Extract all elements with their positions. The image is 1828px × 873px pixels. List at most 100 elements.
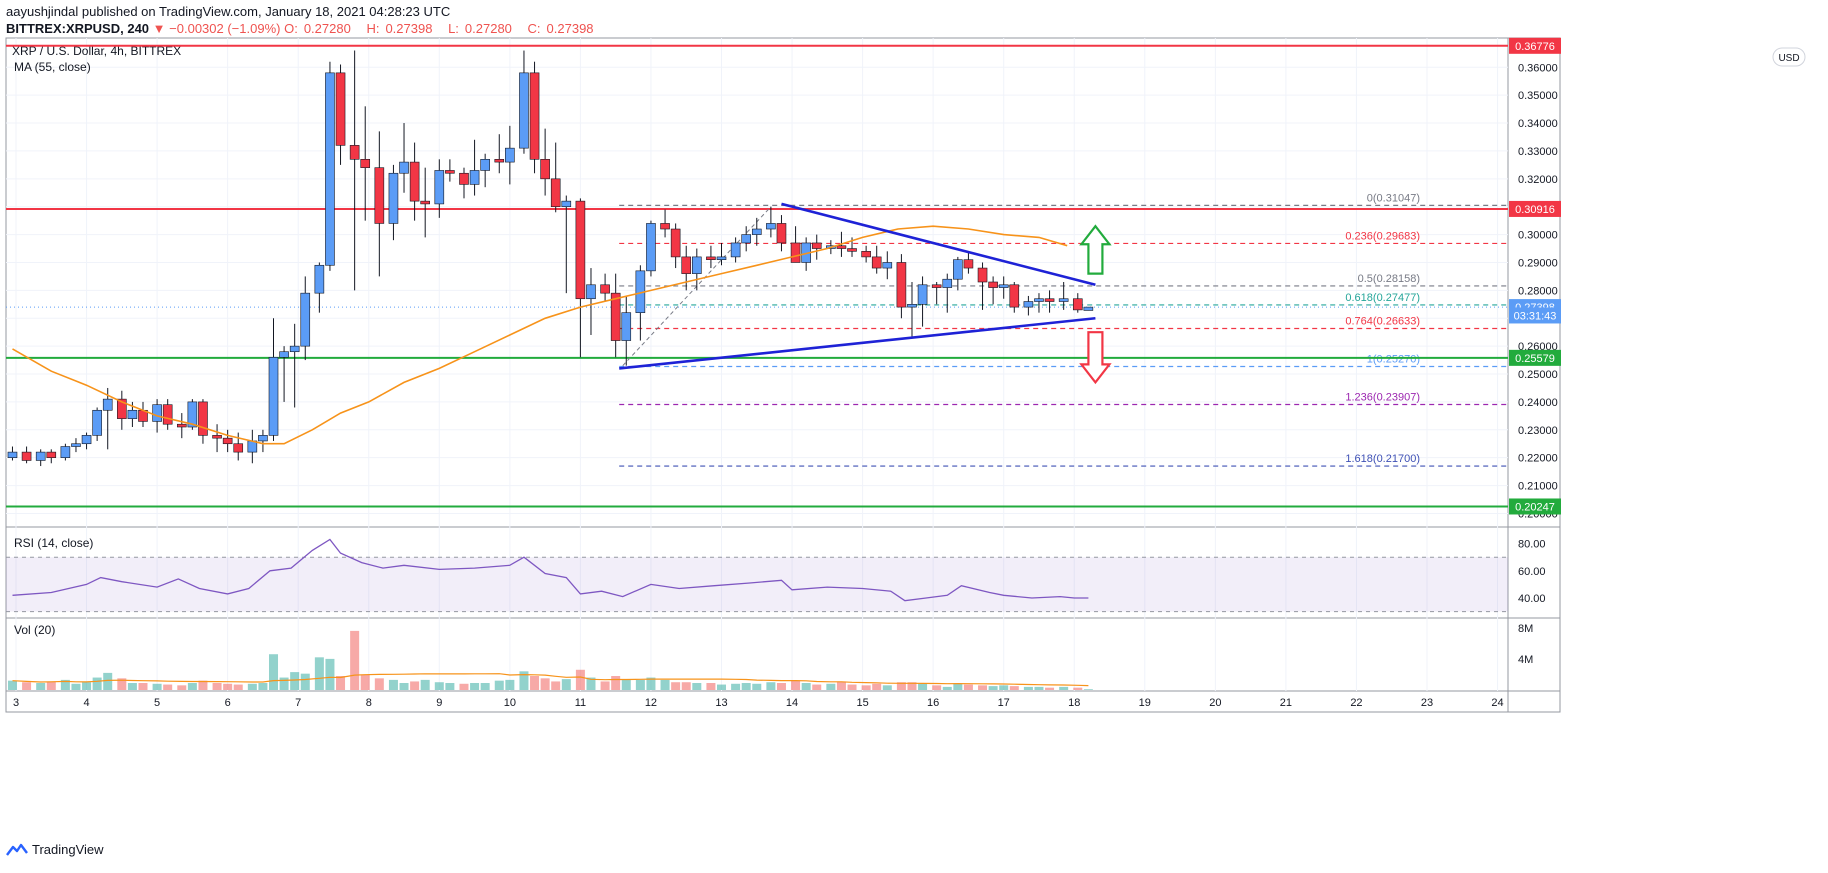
price-badge [1509,307,1561,324]
candle-up [1034,298,1044,302]
candle-up [621,312,632,341]
candle-up [399,161,409,174]
volume-bar [459,683,469,690]
volume-bar [882,685,892,690]
candle-down [349,145,360,160]
arrow-up-icon [1079,224,1112,275]
candle-down [540,159,550,180]
volume-bar [103,672,113,690]
candle-down [445,170,455,174]
volume-bar [360,674,370,690]
volume-bar [127,683,137,690]
candle-down [836,245,847,249]
symbol-header: BITTREX:XRPUSD, 240 ▼ −0.00302 (−1.09%) … [6,21,606,36]
volume-bar [434,682,444,690]
fib-level-label: 0.5(0.28158) [1358,273,1420,285]
volume-bar [505,679,515,690]
candle-down [896,262,907,308]
volume-bar [314,657,324,690]
candle-up [300,292,311,347]
candle-up [766,223,776,230]
ohlc-high: H: 0.27398 [366,21,433,36]
volume-bar [374,678,384,690]
candle-up [692,256,702,274]
candle-up [7,451,18,458]
candle-up [561,200,572,208]
candle-up [81,435,92,445]
x-tick-label: 18 [1068,697,1080,709]
volume-bar [1083,689,1093,690]
y-tick-label: 0.35000 [1518,90,1558,102]
currency-label: USD [1778,53,1799,64]
currency-badge [1772,47,1806,67]
volume-bar [575,669,585,690]
volume-bar [258,683,268,690]
volume-bar [279,677,289,690]
x-tick-label: 12 [645,697,657,709]
candle-down [660,223,670,230]
volume-bar [117,678,127,690]
volume-bar [300,673,310,690]
candle-down [847,248,857,252]
x-tick-label: 9 [436,697,442,709]
volume-bar [561,679,571,690]
y-tick-label: 0.25000 [1518,369,1558,381]
y-tick-label: 0.30000 [1518,230,1558,242]
volume-bar [388,679,398,690]
price-badge-label: 0.25579 [1515,353,1555,365]
candle-up [646,223,656,272]
candle-up [102,398,113,411]
x-tick-label: 15 [856,697,868,709]
candle-down [610,292,621,341]
candle-up [279,351,289,358]
tradingview-brand[interactable]: TradingView [6,842,104,857]
candle-up [258,435,268,442]
candle-down [861,251,871,258]
volume-bar [872,683,882,690]
volume-bar [692,683,702,690]
candle-down [21,451,32,461]
price-badge [1509,498,1561,515]
volume-bar [660,679,670,690]
volume-bar [470,683,480,690]
volume-bar [717,684,726,690]
candle-up [953,259,963,280]
volume-bar [896,682,906,690]
x-tick-label: 16 [927,697,939,709]
candle-down [931,284,942,288]
volume-bar [152,683,162,690]
y-tick-label: 0.28000 [1518,285,1558,297]
volume-bar [1034,686,1044,690]
fib-level-label: 1.618(0.21700) [1345,453,1420,465]
candle-up [152,404,162,422]
x-tick-label: 23 [1421,697,1433,709]
price-badge [1509,200,1561,217]
volume-ma-line [12,673,1089,687]
trendline [619,316,1096,370]
candle-up [127,409,138,419]
candle-down [550,178,561,208]
candle-down [459,172,469,185]
candle-down [529,72,540,160]
candle-down [706,256,716,260]
volume-bar [138,683,148,690]
y-tick-label: 0.21000 [1518,481,1558,493]
candle-up [942,278,953,288]
volume-bar [635,679,645,690]
candle-down [420,200,430,205]
volume-bar [621,679,631,690]
candle-up [882,262,893,269]
y-tick-label: 0.22000 [1518,453,1558,465]
x-tick-label: 6 [225,697,231,709]
fib-level-label: 0.764(0.26633) [1345,315,1420,327]
volume-bar [7,680,17,690]
y-tick-label: 0.24000 [1518,397,1558,409]
volume-bar [198,680,208,690]
candle-up [998,284,1009,288]
candle-down [360,159,371,168]
volume-bar [530,676,540,690]
candle-down [46,451,57,458]
volume-bar [71,683,81,690]
